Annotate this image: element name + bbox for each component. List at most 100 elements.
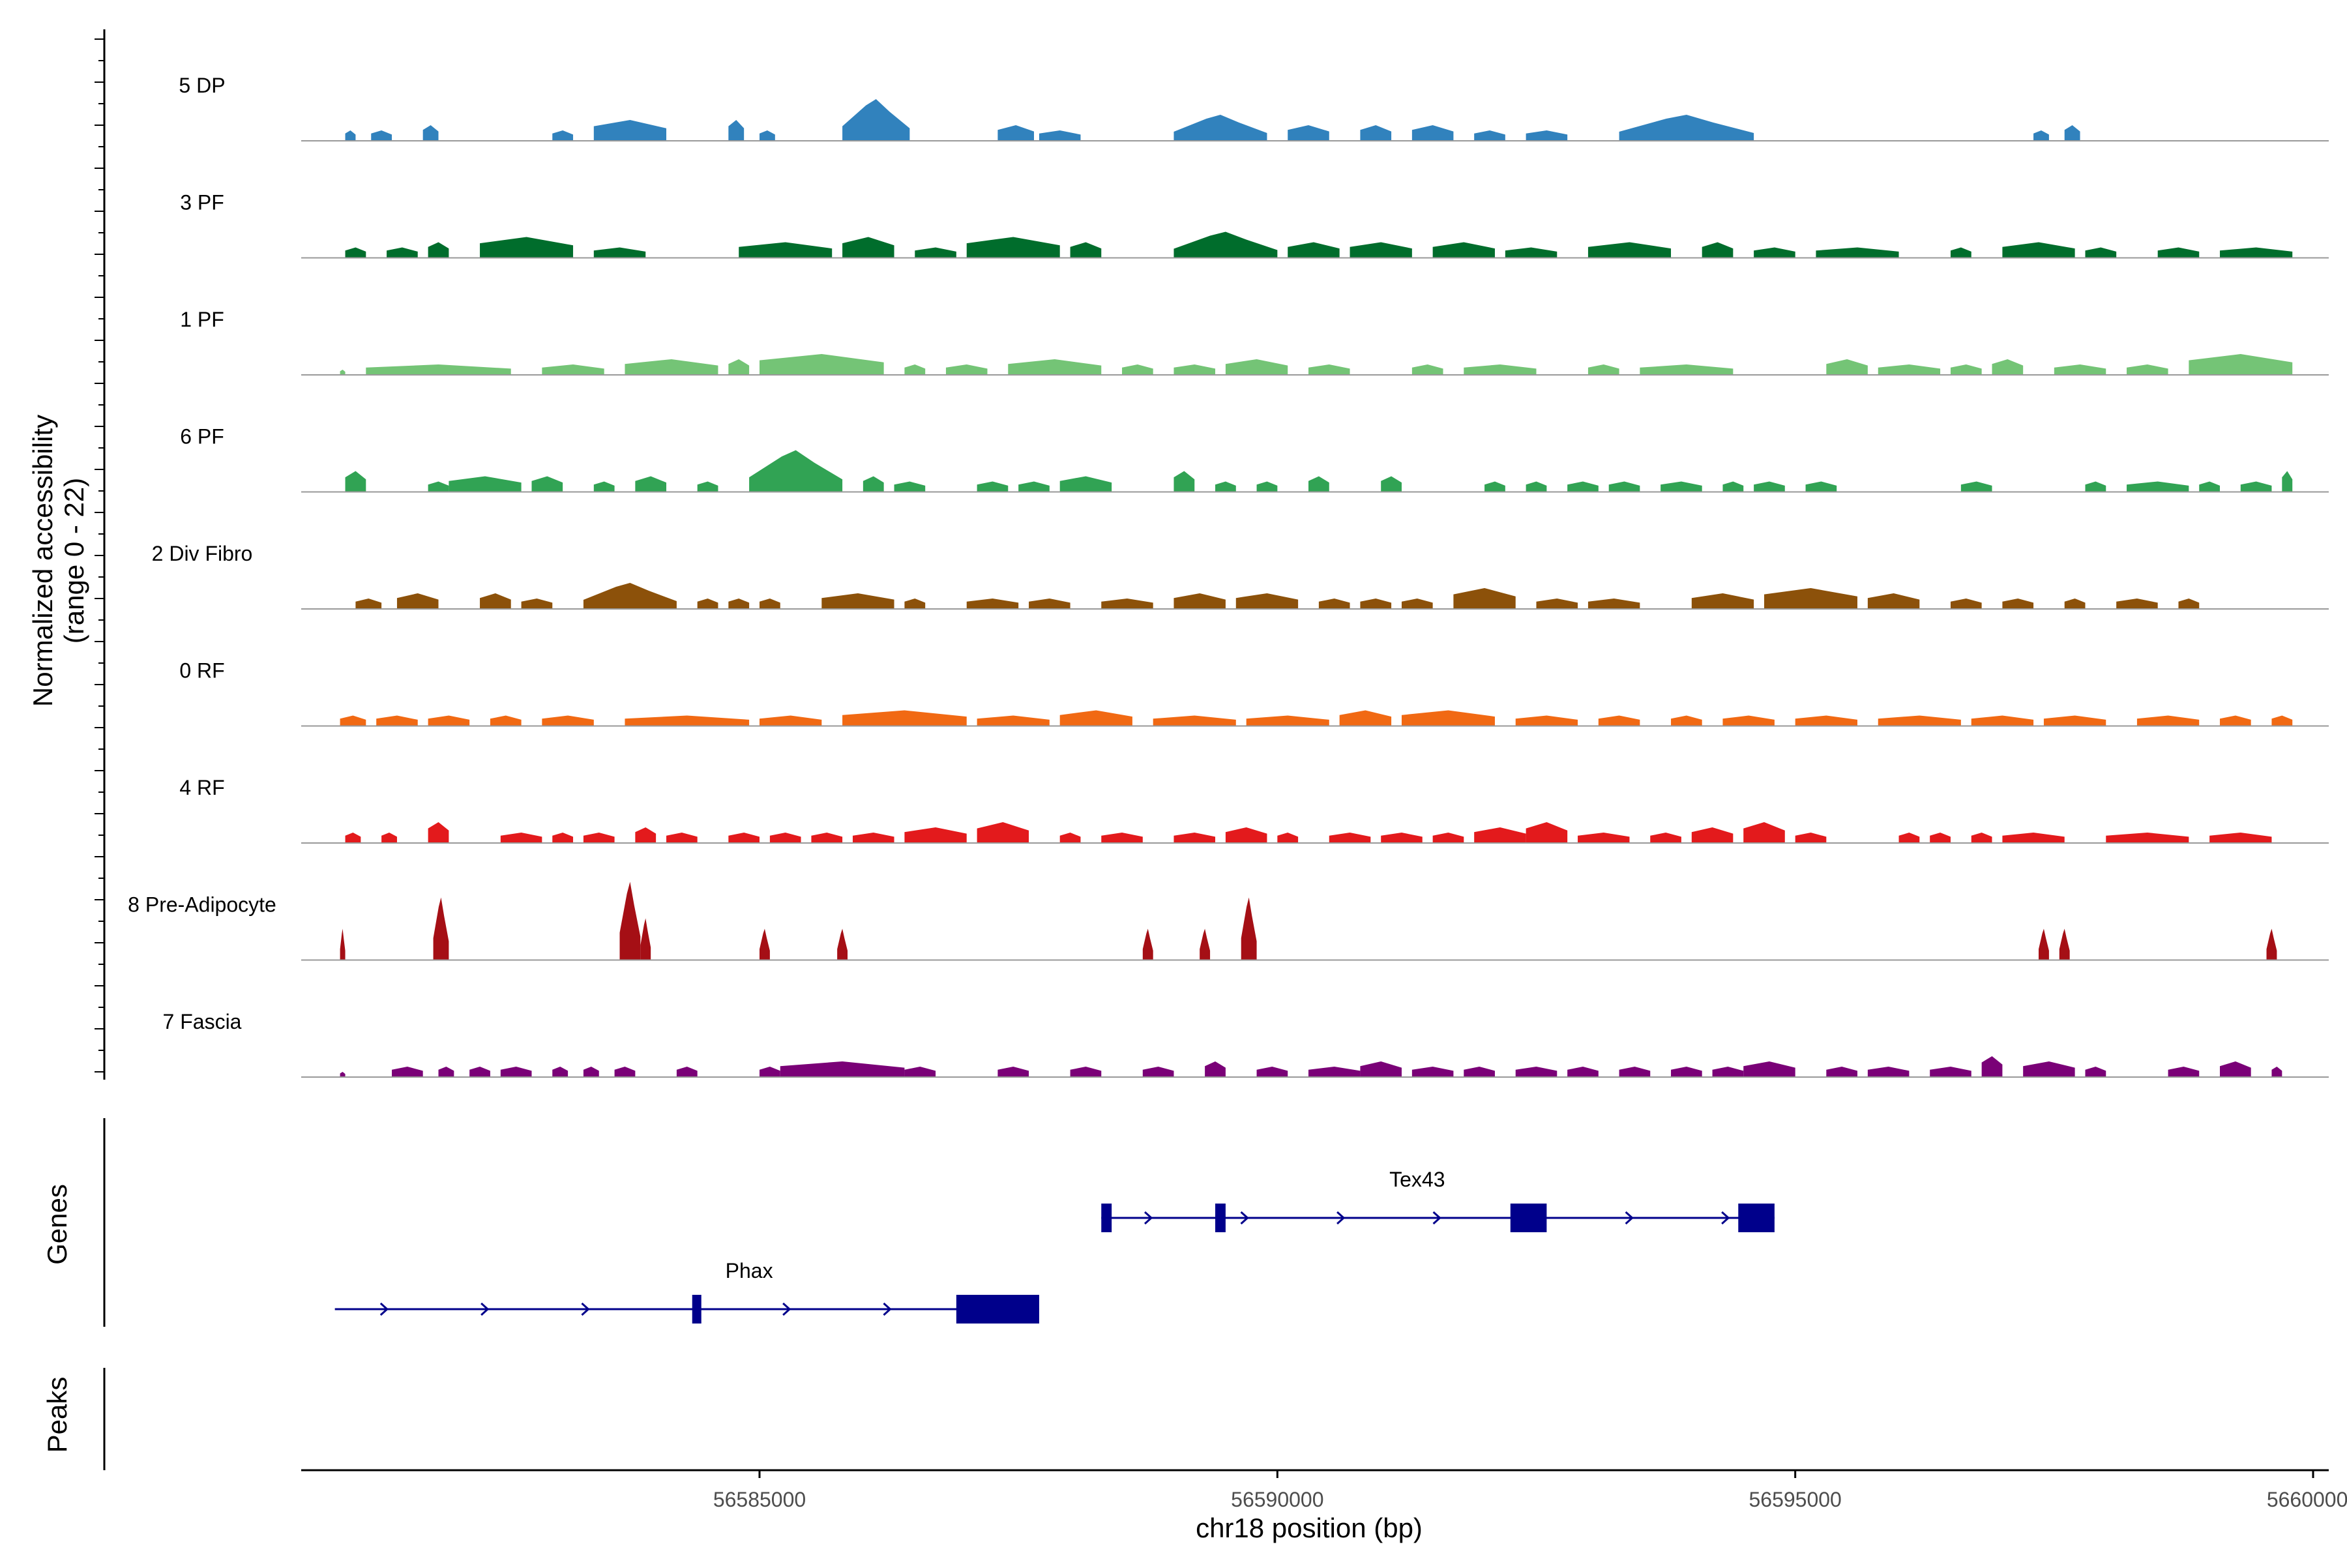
- genes-panel-label: Genes: [42, 1184, 72, 1265]
- coverage-peak: [760, 130, 775, 141]
- coverage-peak: [1018, 481, 1050, 492]
- coverage-peak: [2168, 1067, 2200, 1077]
- coverage-peak: [396, 593, 439, 609]
- coverage-peak: [428, 481, 449, 492]
- coverage-peak: [2157, 247, 2200, 258]
- coverage-peak: [2002, 599, 2034, 609]
- coverage-peak: [1691, 827, 1734, 843]
- strand-arrow: [883, 1302, 892, 1316]
- coverage-peak: [1878, 364, 1941, 375]
- coverage-peak: [1587, 599, 1640, 609]
- coverage-peak: [345, 833, 361, 843]
- coverage-peak: [381, 833, 397, 843]
- tracks-layer: 5 DP 3 PF 1 PF 6 PF 2 Div Fibro 0 RF 4 RF 8 Pre…: [128, 74, 2329, 1078]
- coverage-peak: [1432, 833, 1464, 843]
- coverage-peak: [697, 599, 718, 609]
- coverage-peak: [1277, 833, 1299, 843]
- coverage-peak: [1288, 242, 1340, 258]
- strand-arrow: [581, 1302, 590, 1316]
- coverage-peak: [625, 359, 718, 375]
- coverage-peak: [2271, 715, 2293, 726]
- coverage-peak: [2043, 715, 2106, 726]
- coverage-peak: [340, 1072, 346, 1077]
- coverage-peak: [904, 599, 926, 609]
- coverage-peak: [728, 599, 750, 609]
- x-tick-label: 56585000: [713, 1488, 806, 1511]
- coverage-peak: [1971, 715, 2034, 726]
- coverage-peak: [345, 471, 366, 492]
- gene-exon: [1101, 1204, 1112, 1232]
- coverage-peak: [2002, 242, 2075, 258]
- coverage-peak: [1142, 928, 1153, 960]
- coverage-peak: [552, 130, 574, 141]
- coverage-peak: [842, 99, 910, 141]
- coverage-peak: [852, 833, 894, 843]
- coverage-peak: [1867, 1067, 1910, 1077]
- coverage-peak: [1598, 715, 1640, 726]
- coverage-peak: [2127, 481, 2189, 492]
- genes-layer: Tex43 Phax: [334, 1168, 1775, 1324]
- coverage-peak: [428, 822, 449, 843]
- coverage-peak: [1608, 481, 1640, 492]
- coverage-peak: [1578, 833, 1630, 843]
- track-label: 3 PF: [180, 191, 224, 214]
- coverage-peak: [904, 364, 926, 375]
- coverage-peak: [2220, 1061, 2251, 1077]
- coverage-peak: [500, 1067, 532, 1077]
- coverage-peak: [371, 130, 392, 141]
- coverage-peak: [2033, 130, 2049, 141]
- coverage-peak: [1381, 833, 1423, 843]
- coverage-peak: [593, 247, 646, 258]
- coverage-peak: [728, 120, 745, 141]
- coverage-peak: [1526, 481, 1547, 492]
- coverage-peak: [1288, 125, 1329, 141]
- coverage-peak: [2127, 364, 2168, 375]
- track-label: 5 DP: [179, 74, 225, 97]
- coverage-peak: [1754, 247, 1795, 258]
- coverage-peak: [760, 1067, 780, 1077]
- coverage-peak: [1256, 481, 1278, 492]
- coverage-peak: [1318, 599, 1350, 609]
- track-label: 6 PF: [180, 425, 224, 449]
- coverage-peak: [1070, 1067, 1102, 1077]
- coverage-peak: [2085, 247, 2117, 258]
- coverage-peak: [1536, 599, 1578, 609]
- coverage-peak: [521, 599, 553, 609]
- coverage-peak: [666, 833, 698, 843]
- coverage-peak: [1722, 481, 1744, 492]
- gene-exon: [692, 1295, 701, 1324]
- coverage-peak: [1898, 833, 1920, 843]
- coverage-peak: [625, 715, 750, 726]
- coverage-peak: [2209, 833, 2272, 843]
- coverage-peak: [552, 833, 574, 843]
- coverage-peak: [1101, 833, 1143, 843]
- coverage-peak: [1241, 897, 1257, 960]
- coverage-peak: [2220, 715, 2251, 726]
- coverage-peak: [340, 370, 346, 375]
- coverage-peak: [1411, 1067, 1454, 1077]
- coverage-peak: [433, 897, 449, 960]
- coverage-peak: [1526, 822, 1568, 843]
- coverage-peak: [345, 130, 356, 141]
- strand-arrow: [379, 1302, 389, 1316]
- coverage-peak: [2266, 928, 2277, 960]
- coverage-peak: [1225, 359, 1288, 375]
- coverage-peak: [490, 715, 522, 726]
- coverage-peak: [1225, 827, 1267, 843]
- coverage-peak: [1453, 588, 1516, 609]
- coverage-peak: [676, 1067, 698, 1077]
- coverage-peak: [1360, 125, 1392, 141]
- track-label: 2 Div Fibro: [152, 542, 253, 565]
- x-tick-label: 56590000: [1231, 1488, 1323, 1511]
- coverage-peak: [739, 242, 833, 258]
- coverage-peak: [469, 1067, 490, 1077]
- coverage-peak: [1971, 833, 1992, 843]
- coverage-peak: [749, 450, 843, 492]
- coverage-peak: [1339, 710, 1392, 726]
- track-label: 1 PF: [180, 308, 224, 331]
- coverage-peak: [1059, 476, 1112, 492]
- strand-arrow: [1240, 1211, 1249, 1225]
- coverage-peak: [583, 583, 677, 609]
- coverage-peak: [728, 833, 760, 843]
